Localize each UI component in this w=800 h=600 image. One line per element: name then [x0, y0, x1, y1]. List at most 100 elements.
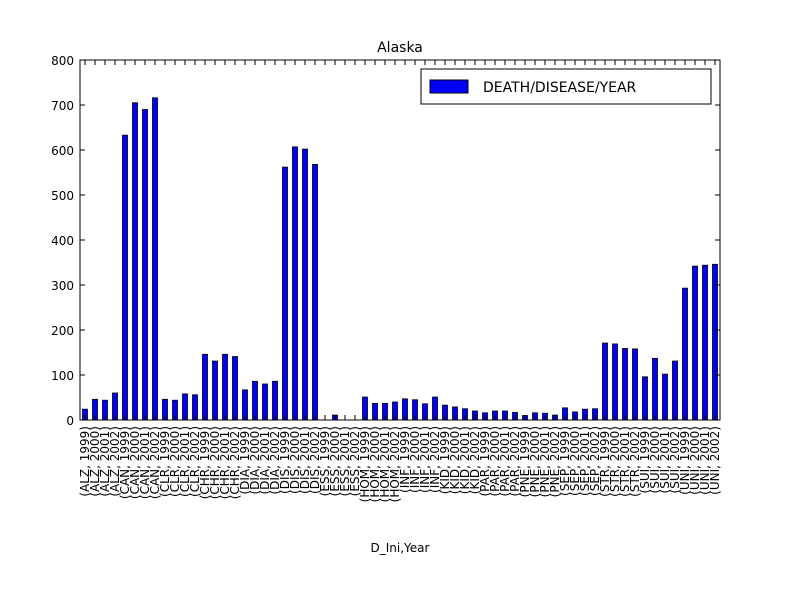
x-tick-label: (SEP, 2002): [588, 426, 602, 496]
x-tick-label: (CLR, 2002): [188, 426, 202, 497]
bars-group: [82, 97, 718, 421]
x-tick-label: (ALZ, 2000): [88, 426, 102, 497]
bar: [602, 342, 608, 421]
legend-swatch: [429, 79, 469, 94]
x-tick-label: (PAR, 2000): [488, 426, 502, 497]
x-axis-label: D_Ini,Year: [371, 541, 430, 555]
x-tick-label: (CHR, 1999): [198, 426, 212, 499]
x-tick-label: (KID, 1999): [438, 426, 452, 494]
bar: [632, 348, 638, 421]
x-tick-label: (PNE, 2000): [528, 426, 542, 497]
x-tick-label: (CLR, 2000): [168, 426, 182, 497]
bar: [642, 376, 648, 421]
x-tick-label: (PAR, 1999): [478, 426, 492, 497]
bar: [252, 380, 258, 421]
y-tick-label: 100: [51, 369, 74, 383]
legend-entry-label: DEATH/DISEASE/YEAR: [483, 80, 637, 96]
bar: [652, 357, 658, 421]
bar: [132, 102, 138, 421]
bar: [672, 360, 678, 421]
x-tick-label: (DIA, 1999): [238, 426, 252, 495]
x-tick-label: (SUI, 2002): [668, 426, 682, 493]
x-tick-label: (KID, 2001): [458, 426, 472, 494]
y-tick-label: 400: [51, 234, 74, 248]
x-tick-label: (CLR, 2001): [178, 426, 192, 497]
x-tick-label: (DIA, 2002): [268, 426, 282, 495]
y-tick-label: 300: [51, 279, 74, 293]
x-tick-label: (PNE, 2002): [548, 426, 562, 497]
x-tick-label: (INF, 2001): [418, 426, 432, 493]
x-tick-label: (ALZ, 1999): [78, 426, 92, 497]
x-tick-label: (UNI, 2002): [708, 426, 722, 495]
bar: [662, 373, 668, 421]
y-tick-label: 700: [51, 99, 74, 113]
y-tick-label: 600: [51, 144, 74, 158]
x-tick-label: (PNE, 1999): [518, 426, 532, 497]
bar: [232, 356, 238, 421]
bar: [292, 146, 298, 421]
x-tick-label: (KID, 2000): [448, 426, 462, 494]
x-tick-label: (KID, 2002): [468, 426, 482, 494]
x-tick-label: (CAN, 2001): [138, 426, 152, 499]
x-tick-label: (CHR, 2002): [228, 426, 242, 499]
x-tick-label: (ALZ, 2001): [98, 426, 112, 497]
x-tick-label: (INF, 2002): [428, 426, 442, 493]
x-tick-label: (ESS, 2001): [338, 426, 352, 496]
y-axis: 0 100 200 300 400 500 600 700 800: [51, 54, 720, 428]
x-tick-label: (SUI, 2001): [658, 426, 672, 493]
bar: [622, 348, 628, 421]
x-tick-label: (CAN, 2000): [128, 426, 142, 499]
bar: [122, 134, 128, 421]
x-tick-label: (HOM, 2001): [378, 426, 392, 502]
x-tick-label: (DIS, 2000): [288, 426, 302, 494]
bar: [142, 109, 148, 421]
x-tick-label: (ALZ, 2002): [108, 426, 122, 497]
legend-frame: [420, 68, 712, 105]
x-tick-label: (PAR, 2002): [508, 426, 522, 497]
x-tick-label: (HOM, 2002): [388, 426, 402, 502]
x-tick-label: (CAN, 2002): [148, 426, 162, 499]
x-tick-label: (DIS, 2002): [308, 426, 322, 494]
x-tick-label: (HOM, 2000): [368, 426, 382, 502]
x-tick-label: (SEP, 2001): [578, 426, 592, 496]
bar: [262, 383, 268, 421]
x-tick-label: (STR, 2001): [618, 426, 632, 497]
bar: [212, 360, 218, 421]
bar: [702, 264, 708, 421]
x-tick-label: (STR, 2000): [608, 426, 622, 497]
bar: [312, 163, 318, 421]
bar: [202, 353, 208, 421]
x-tick-label: (ESS, 2000): [328, 426, 342, 496]
x-tick-label: (CHR, 2001): [218, 426, 232, 499]
bar: [282, 166, 288, 421]
x-axis: (ALZ, 1999)(ALZ, 2000)(ALZ, 2001)(ALZ, 2…: [78, 60, 722, 502]
y-tick-label: 800: [51, 54, 74, 68]
x-tick-label: (UNI, 1999): [678, 426, 692, 495]
x-tick-label: (DIS, 1999): [278, 426, 292, 494]
x-tick-label: (INF, 1999): [398, 426, 412, 493]
legend: DEATH/DISEASE/YEAR: [420, 68, 712, 105]
x-tick-label: (CHR, 2000): [208, 426, 222, 499]
y-tick-label: 500: [51, 189, 74, 203]
x-tick-label: (ESS, 1999): [318, 426, 332, 496]
x-tick-label: (SEP, 2000): [568, 426, 582, 496]
x-tick-label: (DIA, 2001): [258, 426, 272, 495]
bar: [682, 287, 688, 421]
x-tick-label: (SUI, 2000): [648, 426, 662, 493]
bar: [272, 380, 278, 421]
x-tick-label: (DIA, 2000): [248, 426, 262, 495]
x-tick-label: (INF, 2000): [408, 426, 422, 493]
y-tick-label: 0: [66, 414, 74, 428]
x-tick-label: (ESS, 2002): [348, 426, 362, 496]
bar: [712, 263, 718, 421]
y-tick-label: 200: [51, 324, 74, 338]
bar: [222, 353, 228, 421]
x-tick-label: (STR, 2002): [628, 426, 642, 497]
x-tick-label: (UNI, 2001): [698, 426, 712, 495]
x-tick-label: (CAN, 1999): [118, 426, 132, 499]
x-tick-label: (STR, 1999): [598, 426, 612, 497]
x-tick-label: (HOM, 1999): [358, 426, 372, 502]
x-tick-label: (SUI, 1999): [638, 426, 652, 493]
x-tick-label: (SEP, 1999): [558, 426, 572, 496]
